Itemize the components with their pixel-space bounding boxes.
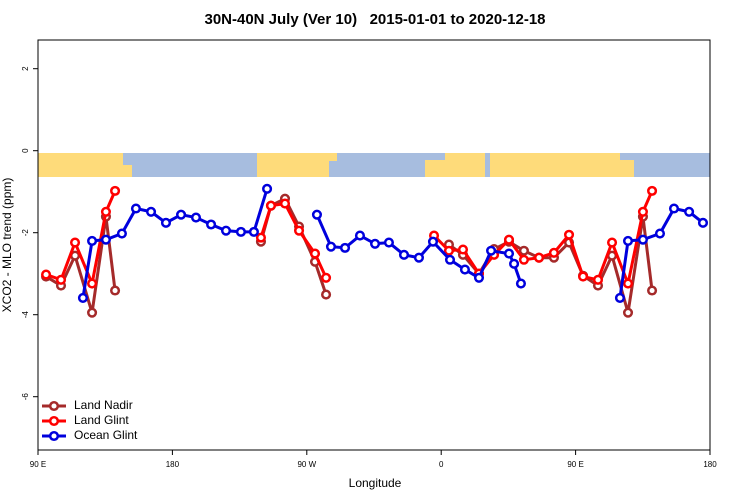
- map-band: [38, 153, 710, 177]
- point: [100, 206, 111, 217]
- point: [339, 242, 351, 253]
- y-tick-label: -4: [21, 311, 30, 319]
- point: [515, 278, 526, 289]
- x-tick-label: 90 W: [297, 460, 316, 469]
- point: [509, 258, 520, 269]
- point: [87, 235, 98, 246]
- legend-marker: [48, 415, 60, 427]
- point: [443, 245, 455, 256]
- point: [383, 237, 394, 248]
- point: [654, 228, 666, 239]
- legend-label: Ocean Glint: [74, 428, 138, 442]
- x-tick-label: 180: [703, 460, 717, 469]
- y-axis-title: XCO2 - MLO trend (ppm): [0, 178, 14, 313]
- point: [622, 235, 634, 246]
- point: [563, 229, 575, 240]
- point: [87, 278, 98, 289]
- point: [248, 226, 259, 237]
- point: [622, 307, 634, 318]
- y-tick-label: 0: [21, 148, 30, 153]
- point: [533, 252, 545, 263]
- point: [606, 237, 618, 248]
- point: [311, 209, 323, 220]
- point: [637, 234, 648, 245]
- point: [503, 234, 515, 245]
- point: [206, 219, 217, 230]
- point: [369, 238, 381, 249]
- point: [220, 225, 232, 236]
- point: [444, 254, 456, 265]
- point: [548, 247, 559, 258]
- point: [255, 232, 267, 243]
- point: [647, 185, 658, 196]
- chart-title: 30N-40N July (Ver 10) 2015-01-01 to 2020…: [204, 11, 545, 28]
- point: [41, 269, 52, 280]
- point: [592, 274, 604, 285]
- point: [87, 307, 98, 318]
- point: [160, 217, 172, 228]
- point: [190, 212, 202, 223]
- point: [309, 248, 321, 259]
- legend-marker: [48, 430, 60, 442]
- point: [110, 285, 121, 296]
- series-line: [45, 196, 654, 314]
- point: [325, 241, 337, 252]
- legend-marker: [48, 400, 60, 412]
- point: [503, 248, 515, 259]
- point: [668, 203, 680, 214]
- point: [145, 206, 157, 217]
- point: [293, 225, 305, 236]
- plot-frame: [37, 39, 711, 451]
- x-tick-label: 90 E: [30, 460, 46, 469]
- point: [279, 198, 291, 209]
- x-tick-label: 0: [439, 460, 444, 469]
- point: [398, 249, 410, 260]
- point: [518, 245, 529, 256]
- x-axis-title: Longitude: [349, 476, 402, 490]
- point: [473, 272, 485, 283]
- point: [55, 274, 67, 285]
- y-tick-label: -2: [21, 229, 30, 237]
- point: [486, 245, 497, 256]
- point: [321, 272, 332, 283]
- legend-label: Land Glint: [74, 413, 129, 427]
- point: [354, 230, 366, 241]
- point: [637, 206, 648, 217]
- point: [413, 252, 424, 263]
- point: [459, 264, 470, 275]
- point: [622, 278, 634, 289]
- point: [614, 292, 626, 303]
- point: [647, 285, 658, 296]
- point: [457, 244, 469, 255]
- point: [77, 292, 88, 303]
- point: [427, 236, 439, 247]
- y-tick-label: -6: [21, 393, 30, 401]
- point: [518, 254, 529, 265]
- point: [100, 234, 111, 245]
- point: [69, 237, 81, 248]
- point: [262, 183, 273, 194]
- point: [130, 203, 142, 214]
- point: [235, 226, 246, 237]
- point: [116, 228, 127, 239]
- point: [321, 289, 332, 300]
- point: [176, 209, 187, 220]
- x-tick-label: 180: [166, 460, 180, 469]
- point: [110, 185, 121, 196]
- legend-label: Land Nadir: [74, 398, 133, 412]
- y-tick-label: 2: [21, 66, 30, 71]
- point: [684, 206, 695, 217]
- x-tick-label: 90 E: [567, 460, 583, 469]
- point: [578, 271, 589, 282]
- point: [697, 217, 709, 228]
- point: [265, 200, 277, 211]
